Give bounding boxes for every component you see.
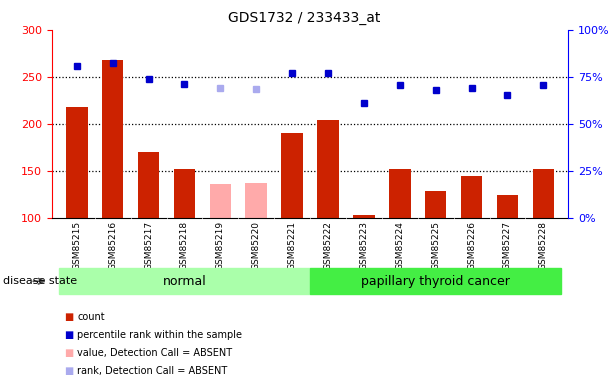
Text: value, Detection Call = ABSENT: value, Detection Call = ABSENT	[77, 348, 232, 358]
Text: rank, Detection Call = ABSENT: rank, Detection Call = ABSENT	[77, 366, 227, 375]
Text: ■: ■	[64, 348, 73, 358]
Text: GSM85223: GSM85223	[359, 221, 368, 270]
Bar	[174, 169, 195, 217]
Bar	[497, 195, 518, 217]
Text: GSM85219: GSM85219	[216, 221, 225, 270]
Text: GSM85224: GSM85224	[395, 221, 404, 270]
Bar	[282, 133, 303, 218]
Text: normal: normal	[162, 275, 206, 288]
Text: disease state: disease state	[3, 276, 77, 286]
Bar	[210, 184, 231, 218]
Bar	[533, 169, 554, 217]
Bar	[138, 152, 159, 217]
Text: GSM85227: GSM85227	[503, 221, 512, 270]
Text: ■: ■	[64, 366, 73, 375]
Text: GSM85228: GSM85228	[539, 221, 548, 270]
Text: count: count	[77, 312, 105, 322]
Text: GSM85217: GSM85217	[144, 221, 153, 270]
Bar	[246, 183, 267, 218]
Text: GSM85222: GSM85222	[323, 221, 333, 270]
Text: GDS1732 / 233433_at: GDS1732 / 233433_at	[228, 11, 380, 25]
Text: GSM85221: GSM85221	[288, 221, 297, 270]
Bar	[425, 191, 446, 217]
Bar	[66, 107, 88, 218]
Text: GSM85218: GSM85218	[180, 221, 189, 270]
Text: ■: ■	[64, 330, 73, 340]
Text: GSM85215: GSM85215	[72, 221, 81, 270]
Bar	[59, 268, 310, 294]
Bar	[461, 176, 482, 218]
Text: percentile rank within the sample: percentile rank within the sample	[77, 330, 242, 340]
Text: GSM85220: GSM85220	[252, 221, 261, 270]
Bar	[102, 60, 123, 217]
Text: GSM85216: GSM85216	[108, 221, 117, 270]
Bar	[317, 120, 339, 218]
Text: papillary thyroid cancer: papillary thyroid cancer	[361, 275, 510, 288]
Bar	[353, 214, 375, 217]
Text: GSM85226: GSM85226	[467, 221, 476, 270]
Text: GSM85225: GSM85225	[431, 221, 440, 270]
Text: ■: ■	[64, 312, 73, 322]
Bar	[310, 268, 561, 294]
Bar	[389, 169, 410, 217]
